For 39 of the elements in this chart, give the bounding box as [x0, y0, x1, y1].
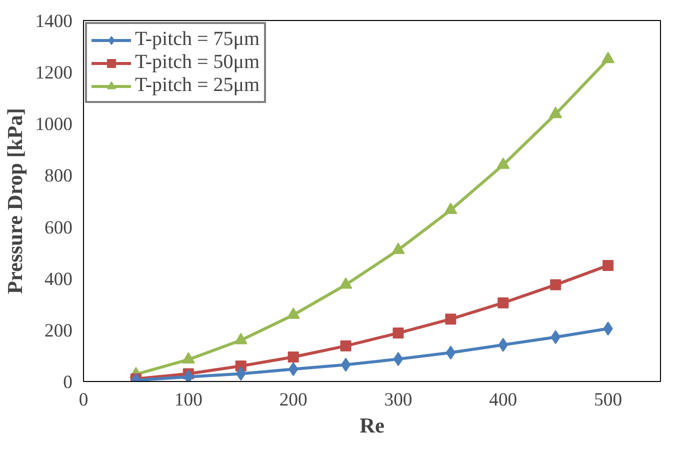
- legend-label: T-pitch = 75μm: [135, 28, 260, 51]
- point: [286, 308, 300, 319]
- point: [392, 328, 404, 339]
- x-tick-label: 200: [279, 390, 308, 410]
- y-tick-label: 0: [63, 372, 72, 393]
- y-tick-label: 1200: [35, 62, 72, 84]
- point: [340, 340, 352, 352]
- point: [444, 202, 458, 214]
- y-tick-label: 1400: [35, 11, 72, 32]
- point: [550, 279, 562, 290]
- point: [339, 277, 352, 289]
- point: [602, 52, 615, 64]
- point: [234, 332, 248, 344]
- x-tick-label: 500: [594, 390, 622, 410]
- point: [446, 346, 456, 360]
- y-tick-label: 1000: [35, 114, 72, 136]
- point: [498, 297, 509, 308]
- legend-label: T-pitch = 25μm: [135, 74, 260, 97]
- point: [340, 358, 351, 372]
- y-tick-label: 600: [44, 217, 72, 238]
- point: [549, 106, 562, 118]
- x-tick-label: 300: [384, 390, 412, 410]
- point: [392, 242, 405, 254]
- x-axis-title: Re: [360, 414, 384, 438]
- point: [393, 352, 404, 366]
- point: [496, 157, 510, 169]
- point: [182, 352, 195, 364]
- y-tick-label: 400: [44, 268, 72, 290]
- y-tick-label: 800: [44, 166, 72, 187]
- y-axis-title: Pressure Drop [kPa]: [3, 108, 28, 294]
- x-tick-label: 100: [174, 390, 202, 410]
- point: [445, 314, 456, 325]
- x-tick-label: 400: [489, 390, 518, 410]
- point: [288, 352, 299, 363]
- x-tick-label: 0: [78, 390, 88, 410]
- point: [602, 260, 614, 271]
- y-tick-label: 200: [44, 320, 72, 342]
- point: [288, 362, 298, 376]
- legend-label: T-pitch = 50μm: [135, 51, 260, 74]
